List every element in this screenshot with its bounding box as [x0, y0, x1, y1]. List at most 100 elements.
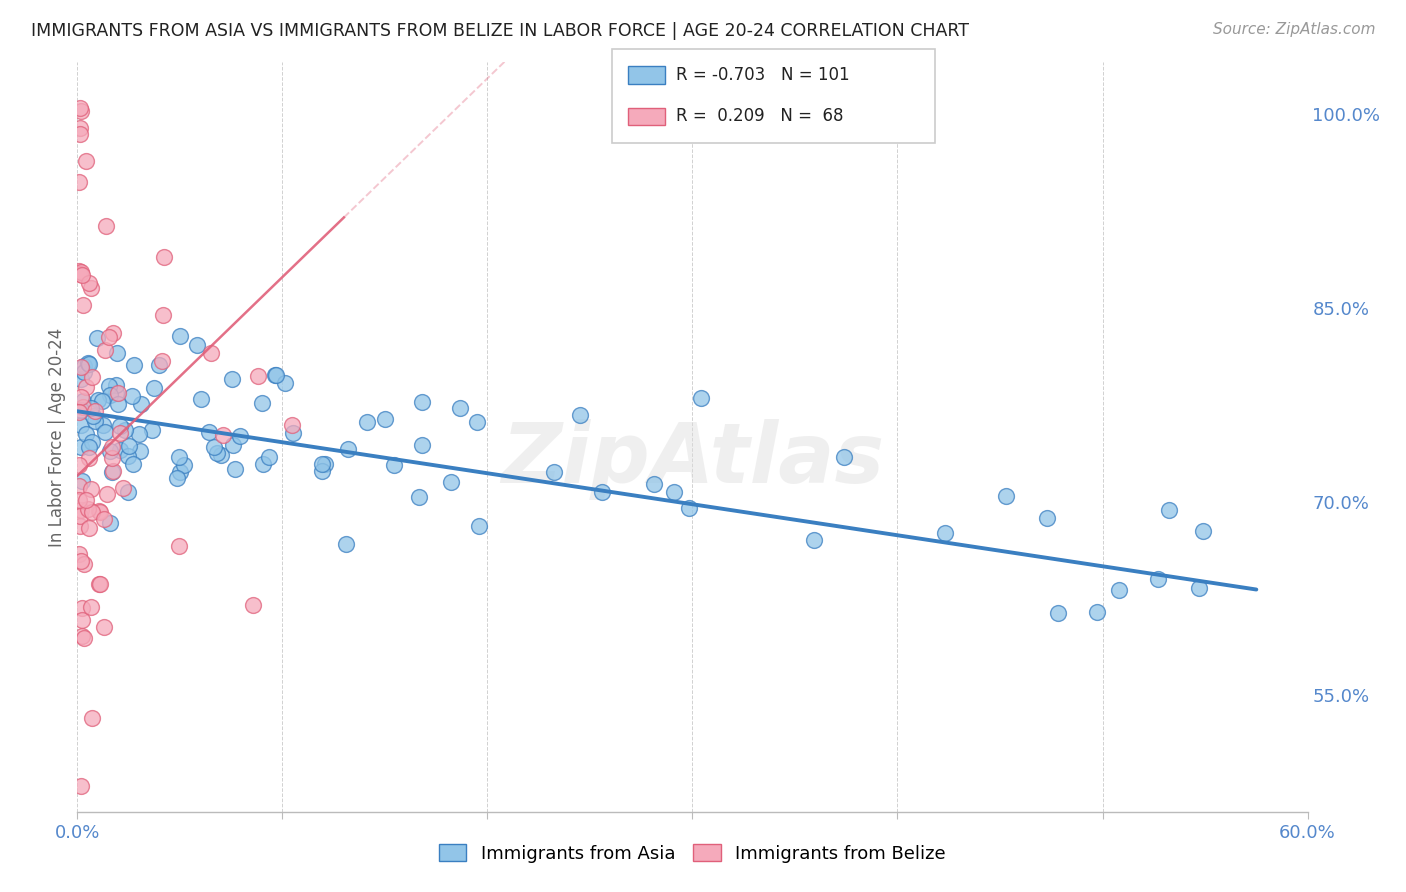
Point	[283, 426, 305, 441]
Point	[73, 558, 96, 572]
Point	[221, 371, 243, 385]
Point	[69, 502, 91, 516]
Point	[75, 426, 97, 441]
Point	[77, 450, 100, 465]
Point	[69, 508, 91, 523]
Text: Source: ZipAtlas.com: Source: ZipAtlas.com	[1212, 22, 1375, 37]
Point	[117, 484, 139, 499]
Point	[97, 379, 120, 393]
Point	[70, 403, 93, 417]
Point	[98, 444, 121, 458]
Point	[440, 475, 463, 489]
Point	[93, 512, 115, 526]
Point	[79, 440, 101, 454]
Point	[143, 381, 166, 395]
Point	[121, 458, 143, 472]
Point	[89, 505, 111, 519]
Point	[224, 462, 246, 476]
Point	[148, 359, 170, 373]
Point	[87, 577, 110, 591]
Point	[98, 516, 121, 530]
Point	[70, 265, 93, 279]
Point	[69, 519, 91, 533]
Point	[211, 428, 233, 442]
Point	[1108, 582, 1130, 597]
Point	[335, 537, 357, 551]
Point	[70, 372, 93, 386]
Point	[1188, 582, 1211, 596]
Point	[77, 356, 100, 370]
Point	[150, 354, 173, 368]
Point	[70, 779, 93, 793]
Point	[70, 613, 93, 627]
Point	[73, 631, 96, 645]
Point	[67, 492, 90, 507]
Point	[264, 368, 287, 382]
Point	[80, 369, 103, 384]
Point	[591, 485, 613, 500]
Point	[128, 426, 150, 441]
Point	[152, 308, 174, 322]
Point	[93, 620, 115, 634]
Point	[67, 264, 90, 278]
Point	[69, 120, 91, 135]
Point	[94, 425, 117, 439]
Point	[77, 521, 100, 535]
Point	[311, 457, 333, 471]
Point	[411, 438, 433, 452]
Point	[543, 465, 565, 479]
Point	[1047, 607, 1070, 621]
Point	[79, 401, 101, 415]
Point	[105, 378, 128, 392]
Point	[75, 492, 97, 507]
Point	[105, 385, 128, 400]
Point	[994, 489, 1017, 503]
Point	[103, 326, 125, 340]
Point	[80, 599, 103, 614]
Point	[222, 438, 245, 452]
Point	[198, 425, 221, 439]
Point	[382, 458, 405, 473]
Point	[205, 446, 228, 460]
Point	[152, 251, 174, 265]
Point	[70, 390, 93, 404]
Point	[314, 457, 336, 471]
Point	[70, 418, 93, 433]
Point	[934, 526, 956, 541]
Point	[67, 458, 90, 472]
Text: IMMIGRANTS FROM ASIA VS IMMIGRANTS FROM BELIZE IN LABOR FORCE | AGE 20-24 CORREL: IMMIGRANTS FROM ASIA VS IMMIGRANTS FROM …	[31, 22, 969, 40]
Text: R =  0.209   N =  68: R = 0.209 N = 68	[676, 108, 844, 126]
Point	[97, 329, 120, 343]
Point	[202, 440, 225, 454]
Point	[86, 331, 108, 345]
Point	[803, 533, 825, 547]
Point	[411, 395, 433, 409]
Point	[80, 281, 103, 295]
Point	[107, 397, 129, 411]
Point	[252, 395, 274, 409]
Point	[98, 387, 121, 401]
Point	[67, 405, 90, 419]
Point	[1147, 572, 1170, 586]
Point	[87, 504, 110, 518]
Point	[467, 519, 489, 533]
Point	[259, 450, 281, 465]
Point	[80, 711, 103, 725]
Point	[122, 359, 145, 373]
Point	[190, 392, 212, 406]
Point	[252, 458, 274, 472]
Point	[107, 386, 129, 401]
Point	[111, 481, 134, 495]
Point	[69, 127, 91, 141]
Point	[336, 442, 359, 456]
Point	[108, 419, 131, 434]
Point	[374, 412, 396, 426]
Point	[228, 429, 250, 443]
Point	[75, 380, 97, 394]
Point	[167, 450, 190, 464]
Point	[79, 276, 101, 290]
Point	[91, 417, 114, 432]
Point	[569, 409, 592, 423]
Point	[96, 219, 118, 233]
Point	[67, 479, 90, 493]
